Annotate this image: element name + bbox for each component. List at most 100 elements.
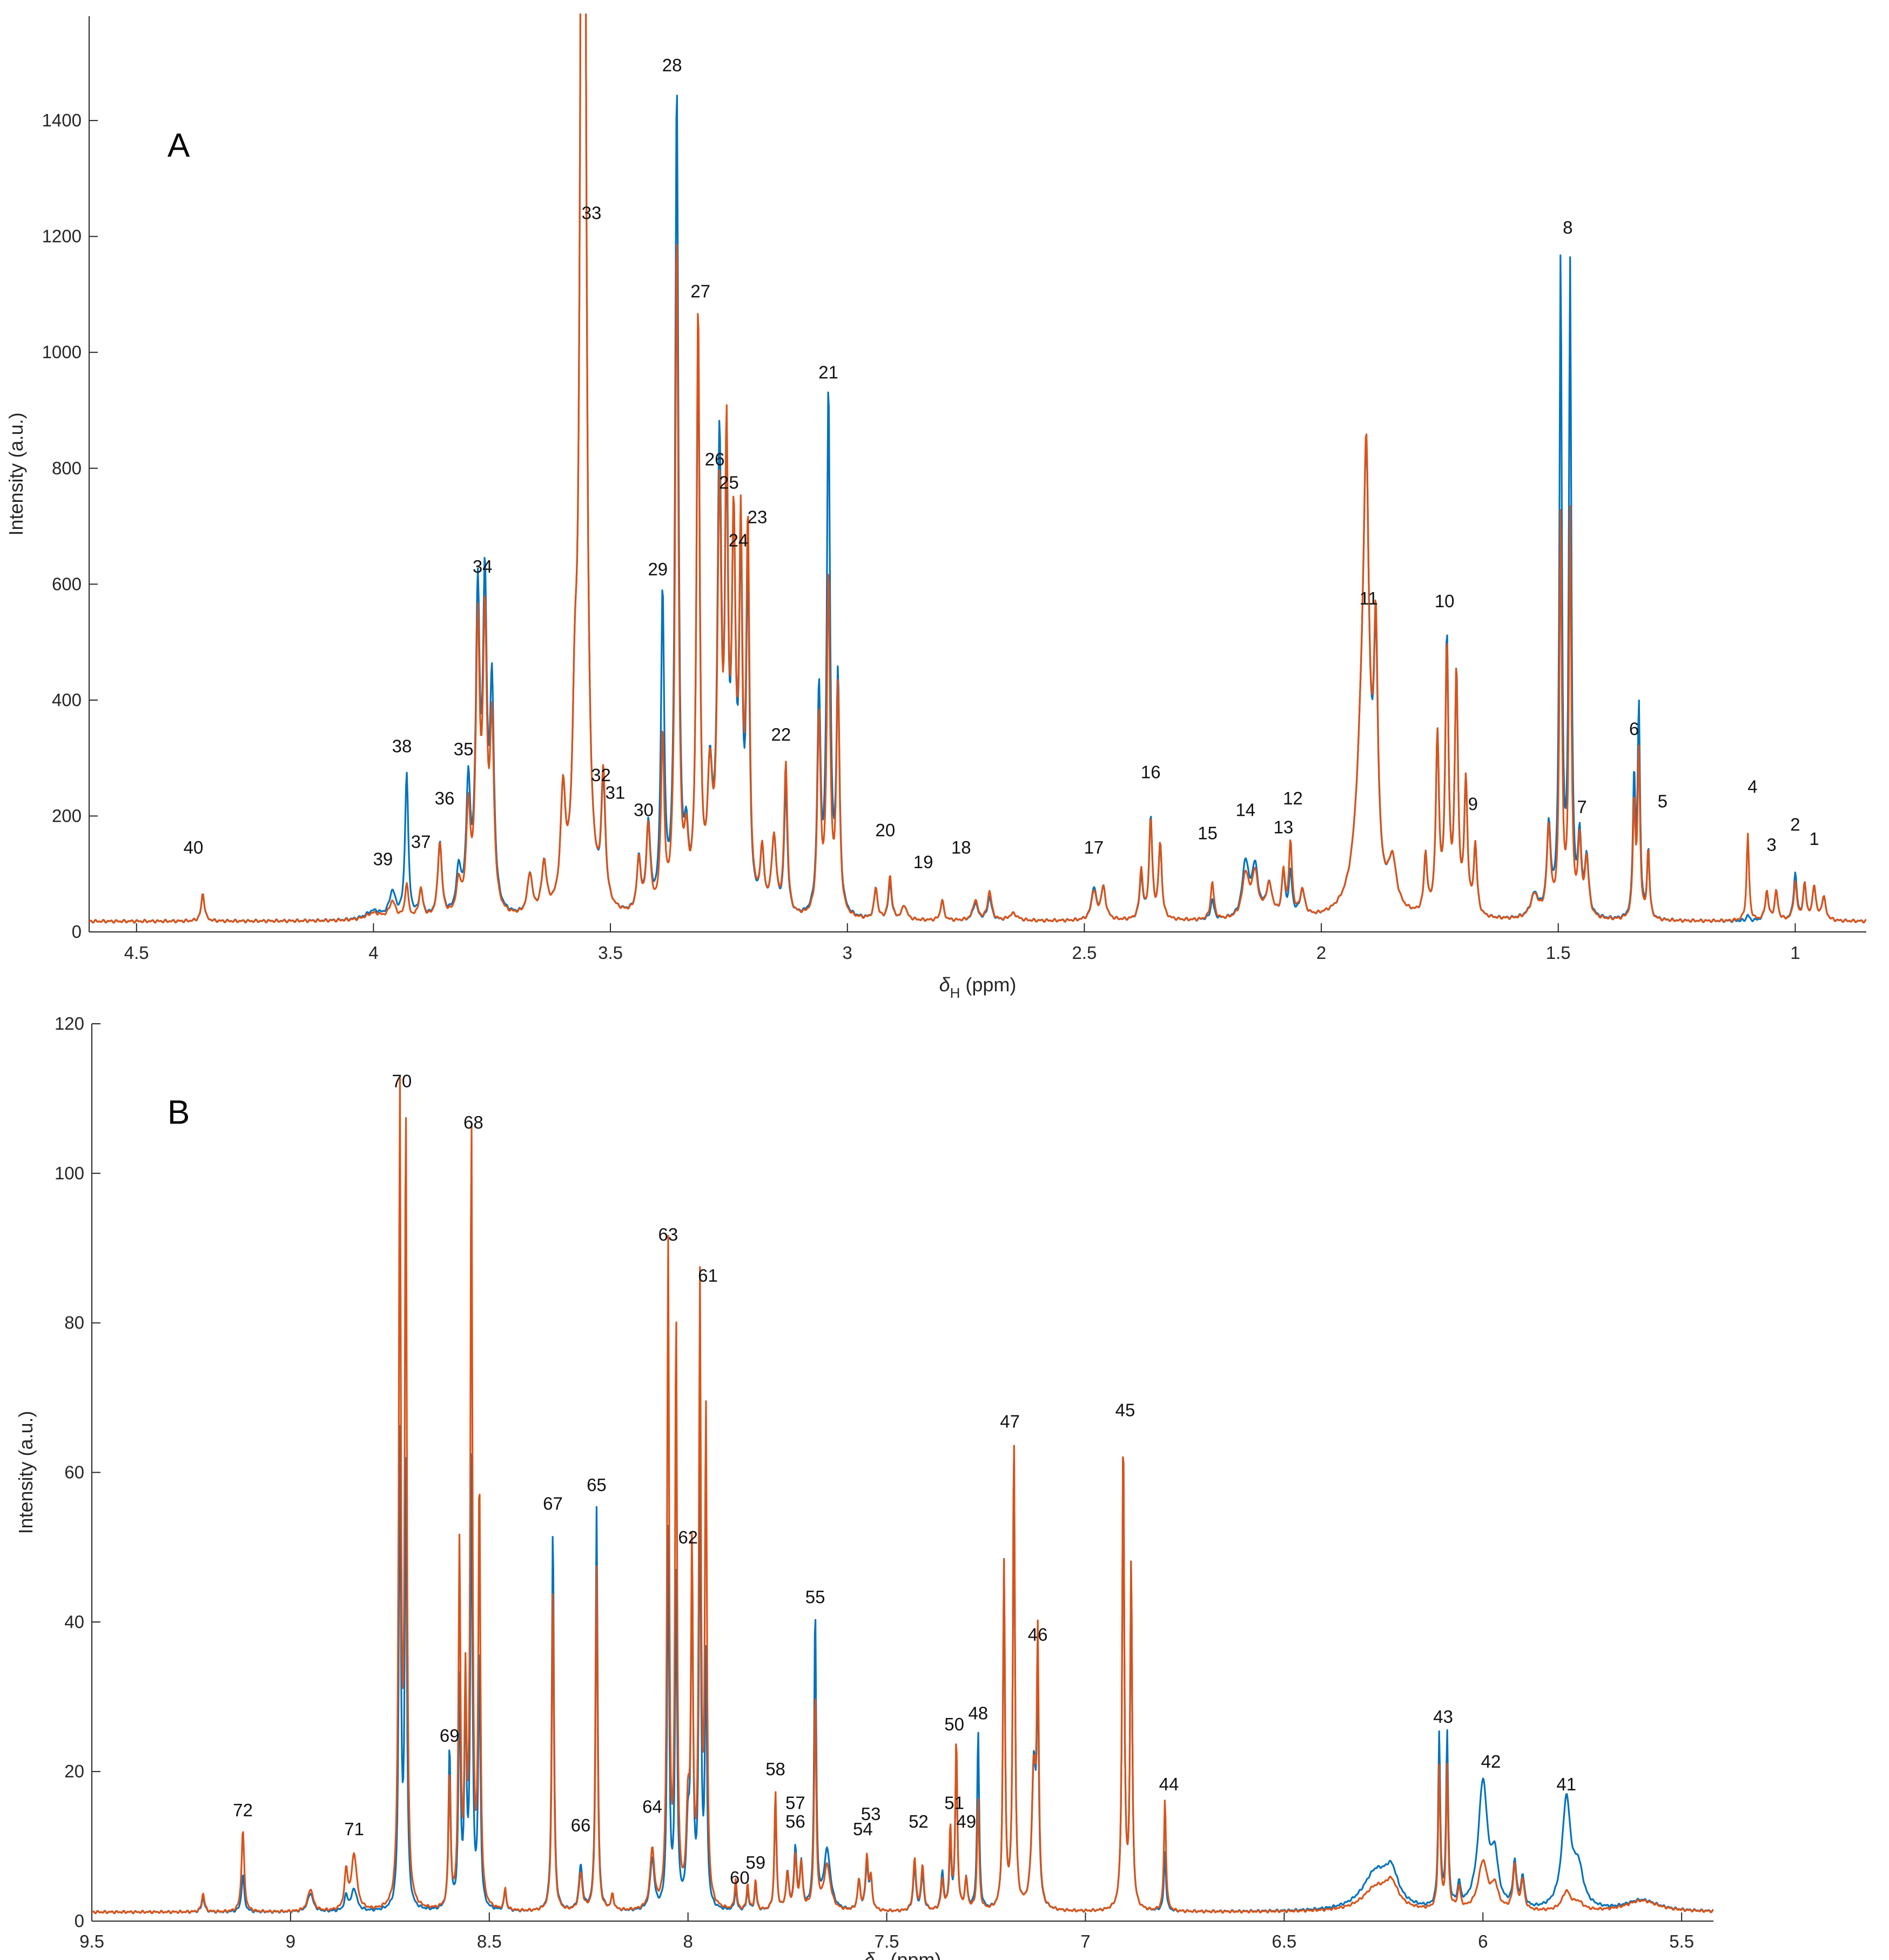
peak-label: 9 [1468, 794, 1478, 814]
x-tick-label: 4 [368, 943, 378, 963]
peak-label: 57 [785, 1793, 805, 1813]
y-tick-label: 40 [64, 1612, 84, 1632]
peak-label: 63 [658, 1224, 678, 1244]
peak-label: 5 [1658, 791, 1668, 811]
y-tick-label: 1000 [42, 342, 82, 362]
peak-label: 42 [1481, 1751, 1501, 1771]
peak-label: 36 [435, 788, 455, 808]
peak-label: 40 [184, 837, 204, 857]
peak-label: 33 [582, 203, 602, 223]
peak-label: 39 [373, 849, 393, 869]
x-tick-label: 3 [843, 943, 852, 963]
peak-label: 1 [1809, 829, 1819, 849]
x-tick-label: 7.5 [875, 1931, 899, 1951]
peak-label: 16 [1141, 762, 1161, 782]
peak-label: 23 [748, 507, 768, 527]
peak-label: 22 [771, 724, 791, 744]
peak-label: 2 [1790, 814, 1800, 834]
peak-label: 28 [662, 55, 682, 75]
peak-label: 55 [805, 1587, 825, 1607]
y-tick-label: 600 [52, 574, 82, 594]
peak-label: 72 [233, 1800, 253, 1820]
y-tick-label: 120 [55, 1013, 84, 1033]
panel-label: A [167, 127, 190, 164]
panel-label: B [167, 1094, 190, 1131]
peak-label: 69 [440, 1726, 460, 1746]
y-tick-label: 800 [52, 458, 82, 478]
peak-label: 65 [587, 1475, 607, 1495]
x-tick-label: 2.5 [1072, 943, 1097, 963]
peak-label: 11 [1360, 588, 1378, 608]
peak-label: 60 [730, 1868, 750, 1888]
y-tick-label: 1400 [42, 110, 82, 130]
peak-label: 6 [1629, 719, 1639, 739]
peak-label: 37 [411, 831, 431, 851]
peak-label: 27 [690, 281, 710, 301]
peak-label: 21 [818, 362, 838, 382]
spectrum-orange-line [92, 1076, 1713, 1915]
x-tick-label: 3.5 [598, 943, 623, 963]
peak-label: 12 [1283, 788, 1303, 808]
panel-a-chart: 0 200 400 600 800 1000 1200 1400 4.5 4 3.5 3 2.5 2 1.5… [5, 14, 1866, 1001]
peak-label: 30 [634, 800, 654, 820]
peak-label: 45 [1115, 1400, 1135, 1420]
x-tick-label: 7 [1080, 1931, 1090, 1951]
y-tick-label: 0 [75, 1911, 84, 1931]
peak-label: 56 [785, 1811, 805, 1831]
y-tick-label: 20 [64, 1761, 84, 1781]
peak-label: 19 [913, 852, 933, 872]
peak-label: 29 [648, 559, 668, 579]
x-tick-label: 5.5 [1669, 1931, 1694, 1951]
peak-label: 68 [463, 1112, 483, 1132]
x-tick-label: 8.5 [477, 1931, 502, 1951]
peak-label: 62 [678, 1527, 698, 1547]
peak-label: 7 [1577, 797, 1587, 817]
peak-label: 46 [1028, 1625, 1048, 1644]
x-tick-label: 1.5 [1546, 943, 1571, 963]
x-tick-label: 8 [683, 1931, 693, 1951]
peak-label: 41 [1556, 1774, 1576, 1794]
peak-label: 35 [454, 739, 474, 759]
y-tick-label: 1200 [42, 226, 82, 246]
y-tick-label: 400 [52, 690, 82, 710]
x-tick-label: 6.5 [1272, 1931, 1296, 1951]
y-tick-label: 80 [64, 1313, 84, 1333]
peak-label: 24 [729, 531, 749, 551]
peak-label: 58 [765, 1759, 785, 1779]
peak-label: 20 [876, 820, 896, 840]
y-tick-label: 200 [52, 806, 82, 825]
peak-label: 17 [1084, 837, 1104, 857]
peak-label: 31 [605, 782, 625, 802]
peak-label: 67 [543, 1494, 563, 1514]
y-axis-label: Intensity (a.u.) [15, 1411, 37, 1534]
peak-label: 64 [642, 1796, 662, 1816]
x-axis-label: δH (ppm) [864, 1949, 942, 1960]
peak-label: 70 [392, 1071, 412, 1091]
peak-label: 52 [909, 1811, 929, 1831]
peak-label: 71 [344, 1819, 364, 1839]
peak-label: 38 [392, 736, 412, 756]
peak-label: 13 [1274, 817, 1294, 837]
panel-b-chart: 0 20 40 60 80 100 120 9.5 9 8.5 8 7.5 7 6.5 6 5.5 Intens… [15, 1013, 1713, 1960]
peak-label: 66 [571, 1815, 591, 1835]
peak-label: 4 [1747, 777, 1757, 797]
peak-label: 3 [1766, 835, 1776, 855]
spectrum-blue-line [92, 1425, 1713, 1915]
x-tick-label: 6 [1478, 1931, 1488, 1951]
peak-label: 25 [719, 472, 739, 492]
peak-label: 34 [473, 556, 493, 576]
spectrum-orange-line [89, 14, 1866, 924]
peak-label: 44 [1159, 1774, 1179, 1794]
peak-label: 53 [861, 1804, 881, 1824]
y-tick-label: 0 [72, 922, 82, 942]
peak-label: 50 [944, 1714, 964, 1734]
peak-label: 26 [705, 449, 725, 469]
peak-label: 47 [1000, 1411, 1020, 1431]
peak-label: 48 [968, 1703, 988, 1723]
peak-label: 18 [951, 837, 971, 857]
x-tick-label: 9.5 [79, 1931, 104, 1951]
y-tick-label: 100 [55, 1163, 84, 1183]
x-tick-label: 4.5 [124, 943, 149, 963]
peak-label: 10 [1435, 591, 1455, 611]
